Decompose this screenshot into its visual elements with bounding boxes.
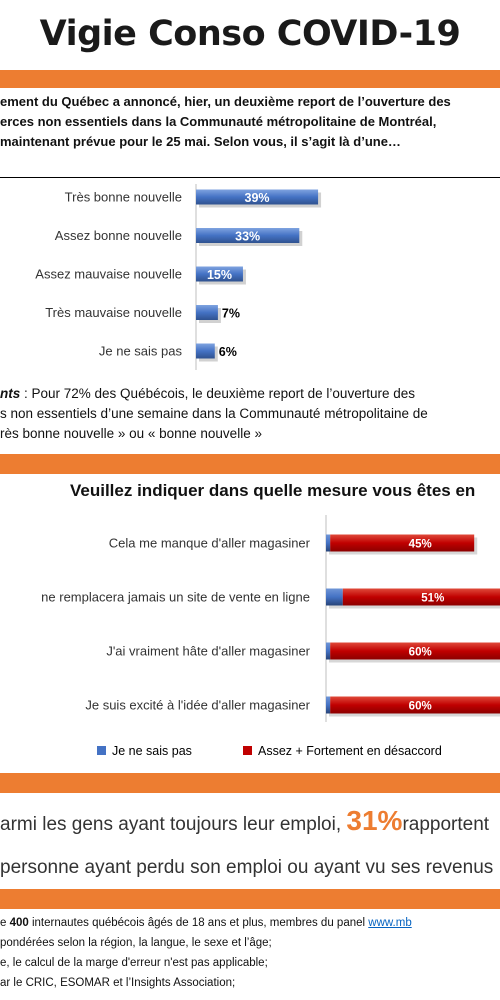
- chart1-category-label: Assez bonne nouvelle: [55, 228, 182, 243]
- chart1-bar: [196, 189, 319, 205]
- chart1-category-label: Très mauvaise nouvelle: [45, 305, 182, 320]
- stat-line-1-prefix: armi les gens ayant toujours leur emploi…: [0, 814, 347, 835]
- footer-line-3: e, le calcul de la marge d'erreur n'est …: [0, 957, 268, 969]
- summary-line-3: rès bonne nouvelle » ou « bonne nouvelle…: [0, 426, 262, 441]
- legend-label-disagree: Assez + Fortement en désaccord: [258, 744, 442, 758]
- chart1-value-label: 7%: [222, 307, 240, 321]
- chart2-value-label: 60%: [409, 701, 432, 713]
- footer-line-2: pondérées selon la région, la langue, le…: [0, 937, 272, 949]
- chart1-value-label: 6%: [219, 345, 237, 359]
- chart1-category-label: Assez mauvaise nouvelle: [35, 267, 182, 282]
- chart2-bar-dont-know: [326, 588, 343, 606]
- panel-link[interactable]: www.mb: [368, 917, 412, 929]
- question-line-3: maintenant prévue pour le 25 mai. Selon …: [0, 134, 401, 149]
- chart1-bar: [196, 305, 218, 320]
- stat-line-1: armi les gens ayant toujours leur emploi…: [0, 805, 489, 837]
- chart2-category-label: Cela me manque d'aller magasiner: [109, 536, 311, 551]
- chart2-title: Veuillez indiquer dans quelle mesure vou…: [70, 481, 476, 500]
- legend-swatch-blue: [97, 746, 106, 755]
- legend-item-dont-know: Je ne sais pas: [97, 744, 192, 758]
- summary-line-1: nts : Pour 72% des Québécois, le deuxièm…: [0, 384, 500, 404]
- chart1-value-label: 15%: [207, 268, 232, 282]
- footer-sample-size: 400: [9, 917, 29, 929]
- legend-label-dont-know: Je ne sais pas: [112, 744, 192, 758]
- chart2-bar-disagree: [342, 588, 500, 606]
- legend-item-disagree: Assez + Fortement en désaccord: [243, 744, 442, 758]
- chart2-category-label: J'ai vraiment hâte d'aller magasiner: [106, 644, 310, 659]
- question-line-1: ement du Québec a annoncé, hier, un deux…: [0, 94, 451, 109]
- chart2-bar-dont-know: [326, 642, 331, 660]
- divider-middle: [0, 454, 500, 474]
- stat-line-1-suffix: rapportent: [402, 814, 490, 835]
- question-underline: [0, 177, 500, 178]
- summary-text: nts : Pour 72% des Québécois, le deuxièm…: [0, 384, 500, 444]
- chart2-bar-disagree: [330, 534, 475, 552]
- divider-top: [0, 70, 500, 88]
- stat-line-2: personne ayant perdu son emploi ou ayant…: [0, 857, 494, 878]
- chart1-bar: [196, 266, 243, 282]
- chart2-bar-dont-know: [326, 696, 331, 714]
- chart2-value-label: 51%: [421, 593, 444, 605]
- methodology-footer: e 400 internautes québécois âgés de 18 a…: [0, 913, 500, 993]
- summary-line-2: s non essentiels d’une semaine dans la C…: [0, 406, 428, 421]
- chart1-value-label: 39%: [245, 191, 270, 205]
- chart1-bar: [196, 228, 300, 243]
- chart2-value-label: 45%: [409, 539, 432, 551]
- summary-line-1-text: : Pour 72% des Québécois, le deuxième re…: [20, 386, 415, 401]
- chart2-value-label: 60%: [409, 647, 432, 659]
- footer-line-1-prefix: e: [0, 917, 10, 929]
- footer-line-4: ar le CRIC, ESOMAR et l’Insights Associa…: [0, 977, 236, 989]
- question-text: ement du Québec a annoncé, hier, un deux…: [0, 92, 500, 152]
- page-title: Vigie Conso COVID-19: [39, 14, 461, 54]
- stat-line-1-value: 31%: [346, 805, 403, 836]
- chart1-category-label: Très bonne nouvelle: [65, 190, 182, 205]
- divider-lower: [0, 773, 500, 793]
- footer-line-1: e 400 internautes québécois âgés de 18 a…: [0, 913, 500, 933]
- summary-label: nts: [0, 386, 21, 401]
- chart2-bar-disagree: [330, 642, 500, 660]
- footer-line-1-text: internautes québécois âgés de 18 ans et …: [28, 917, 369, 929]
- chart2-category-label: ne remplacera jamais un site de vente en…: [41, 590, 310, 605]
- legend-swatch-red: [243, 746, 252, 755]
- chart1-value-label: 33%: [235, 230, 260, 244]
- chart2-bar-dont-know: [326, 534, 331, 552]
- chart2-category-label: Je suis excité à l'idée d'aller magasine…: [85, 698, 310, 713]
- question-line-2: erces non essentiels dans la Communauté …: [0, 114, 437, 129]
- divider-bottom: [0, 889, 500, 909]
- chart1-bar: [196, 343, 215, 359]
- chart1-category-label: Je ne sais pas: [99, 344, 183, 359]
- chart2-bar-disagree: [330, 696, 500, 714]
